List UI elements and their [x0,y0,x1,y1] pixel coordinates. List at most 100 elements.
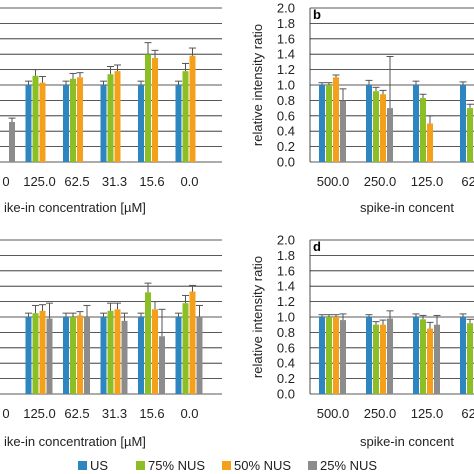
bar [175,317,182,394]
bar [138,85,144,162]
bar [427,123,433,162]
panel-letter: b [313,7,321,22]
x-tick-label: 15.6 [139,406,164,421]
y-tick-label: 2.0 [277,233,295,248]
bar [100,85,107,162]
y-tick-label: 0.2 [277,371,295,386]
y-tick-label: 1.4 [277,279,295,294]
bar [340,100,346,162]
bar [152,309,158,394]
bar [77,77,83,162]
bar [182,303,189,394]
x-tick-label: 0 [2,174,9,189]
y-tick-label: 1.2 [277,294,295,309]
bar [413,85,419,162]
bar [196,317,203,394]
x-tick-label: 125.0 [23,174,56,189]
x-tick-label: 125.0 [23,406,56,421]
x-tick-label: 62.5 [461,406,474,421]
x-tick-label: 250.0 [364,174,397,189]
bar [420,319,426,394]
bar [114,71,121,162]
bar [32,75,39,162]
y-tick-label: 1.8 [277,248,295,263]
x-tick-label: 500.0 [317,174,350,189]
panel-d: 0.00.20.40.60.81.01.21.41.61.82.0 relativ… [250,233,474,449]
x-tick-label: 0 [2,406,9,421]
legend: US 75% NUS 50% NUS 25% NUS [78,458,377,473]
legend-label: 50% NUS [234,458,291,473]
bar [189,291,196,394]
bar [460,85,466,162]
bar [460,317,466,394]
bar [100,317,107,394]
bar [63,85,69,162]
x-axis-title: ike-in concentration [µM] [4,434,146,449]
bar [373,91,379,162]
bar [25,85,32,162]
x-axis-title: spike-in concent [360,200,454,215]
y-tick-label: 0.0 [277,155,295,170]
legend-swatch [136,461,145,470]
y-tick-label: 1.6 [277,263,295,278]
bar [319,85,325,162]
bar [387,318,393,394]
bar [25,317,32,394]
y-tick-label: 0.4 [277,124,295,139]
bar [427,328,433,394]
bar [420,98,426,162]
bar [380,94,386,162]
y-tick-label: 2.0 [277,1,295,16]
bar [326,317,332,394]
x-tick-label: 62.5 [461,174,474,189]
x-axis-title: ike-in concentration [µM] [4,200,146,215]
bar [333,317,339,394]
bar [175,85,182,162]
bar [319,317,325,394]
x-tick-label: 0.0 [180,406,198,421]
bar [39,310,46,394]
y-tick-label: 0.4 [277,356,295,371]
bar [39,82,46,162]
x-tick-label: 62.5 [64,174,89,189]
bar [145,54,151,163]
bar [152,58,158,162]
y-tick-label: 1.6 [277,31,295,46]
x-tick-label: 125.0 [411,406,444,421]
bar [84,317,90,394]
y-tick-label: 1.2 [277,62,295,77]
bar [138,317,144,394]
y-tick-label: 0.0 [277,387,295,402]
x-tick-label: 250.0 [364,406,397,421]
x-tick-label: 31.3 [102,406,127,421]
panel-b: 0.00.20.40.60.81.01.21.41.61.82.0 relativ… [250,1,474,215]
x-axis-title: spike-in concent [360,434,454,449]
y-axis-title: relative intensity ratio [250,256,265,378]
legend-swatch [78,461,87,470]
legend-label: 75% NUS [148,458,205,473]
bar [366,317,372,394]
y-tick-label: 0.6 [277,108,295,123]
bar [46,318,53,394]
y-tick-label: 1.8 [277,16,295,31]
legend-label: 25% NUS [320,458,377,473]
bar [333,77,339,162]
y-tick-label: 1.0 [277,310,295,325]
bar [326,85,332,162]
bar [114,309,121,394]
y-tick-label: 0.6 [277,340,295,355]
panel-a: 0 125.0 62.5 31.3 15.6 0.0 ike-in concentratio… [0,7,222,215]
bar [467,323,473,394]
bar [189,55,196,162]
bar [63,317,69,394]
bar [107,74,114,162]
bar [387,108,393,162]
panel-c: 0 125.0 62.5 31.3 15.6 0.0 ike-in concentratio… [0,239,222,449]
legend-swatch [222,461,231,470]
x-tick-label: 62.5 [64,406,89,421]
y-tick-label: 0.8 [277,325,295,340]
bar [366,85,372,162]
legend-label: US [90,458,108,473]
panel-letter: d [313,239,321,254]
